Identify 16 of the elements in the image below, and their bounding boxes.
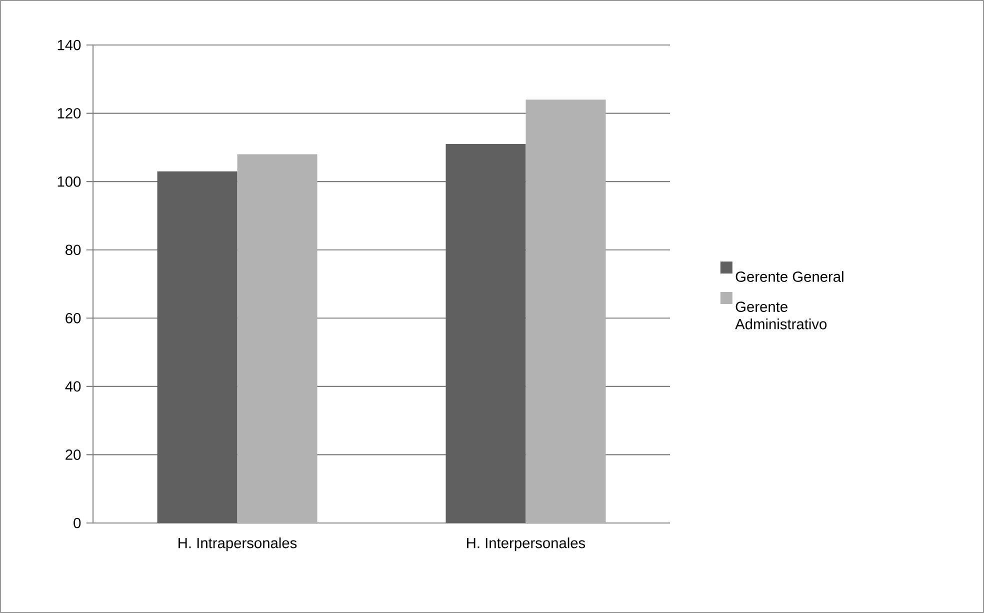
x-tick-label: H. Interpersonales: [467, 537, 586, 552]
y-tick-label: 100: [58, 176, 81, 187]
bar: [157, 171, 238, 523]
x-tick-label: H. Intrapersonales: [178, 537, 297, 552]
y-tick-label: 140: [58, 40, 81, 50]
y-tick-label: 60: [66, 312, 81, 324]
bar: [237, 154, 318, 523]
y-tick-label: 40: [65, 381, 81, 392]
bar: [446, 144, 526, 523]
y-tick-label: 20: [66, 450, 81, 460]
legend-label: Gerente Administrativo: [735, 302, 827, 330]
y-tick-label: 0: [74, 518, 81, 528]
legend-label: Gerente General: [736, 271, 844, 282]
y-tick-label: 80: [66, 244, 81, 256]
y-tick-label: 120: [58, 108, 81, 118]
bar: [526, 100, 606, 523]
